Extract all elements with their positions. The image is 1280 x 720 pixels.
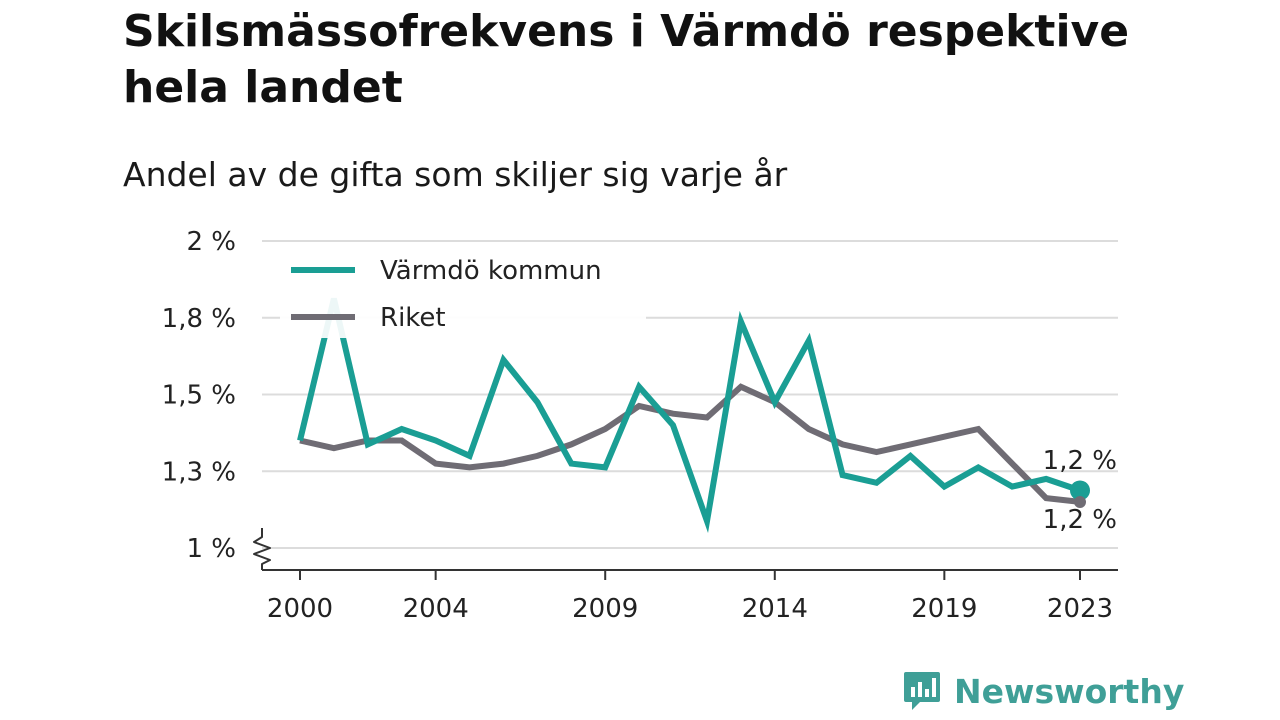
end-label-varmdo: 1,2 % [1043, 446, 1117, 476]
legend-label: Riket [380, 303, 446, 333]
end-label-riket: 1,2 % [1043, 505, 1117, 535]
x-tick-label: 2000 [267, 594, 333, 624]
y-tick-label: 1,3 % [162, 457, 236, 487]
end-point-riket [1074, 495, 1086, 508]
y-tick-label: 1,5 % [162, 381, 236, 411]
series-lines [297, 297, 1090, 533]
legend: Värmdö kommun Riket [280, 244, 646, 338]
end-labels: 1,2 % 1,2 % [1043, 446, 1117, 535]
brand-name: Newsworthy [954, 671, 1185, 711]
x-tick-label: 2019 [911, 594, 977, 624]
axes: 2 % 1,8 % 1,5 % 1,3 % 1 % 2000 2004 2009 2014 201… [162, 227, 1118, 624]
x-tick-label: 2004 [403, 594, 469, 624]
x-tick-label: 2014 [742, 594, 808, 624]
x-tick-label: 2009 [572, 594, 638, 624]
series-line-riket [299, 383, 1081, 505]
y-tick-label: 1,8 % [162, 304, 236, 334]
newsworthy-logo: Newsworthy [902, 670, 1184, 712]
legend-label: Värmdö kommun [380, 256, 602, 286]
chart-subtitle: Andel av de gifta som skiljer sig varje … [123, 155, 788, 194]
end-point-varmdo [1070, 480, 1090, 501]
legend-background [280, 244, 646, 338]
y-tick-label: 1 % [186, 534, 236, 564]
chart-title: Skilsmässofrekvens i Värmdö respektive h… [123, 6, 1130, 113]
axis-break-icon [253, 528, 271, 570]
series-line-varmdo [297, 297, 1081, 533]
bar-chart-speech-bubble-icon [904, 672, 940, 710]
y-tick-label: 2 % [186, 227, 236, 257]
x-tick-label: 2023 [1047, 594, 1113, 624]
